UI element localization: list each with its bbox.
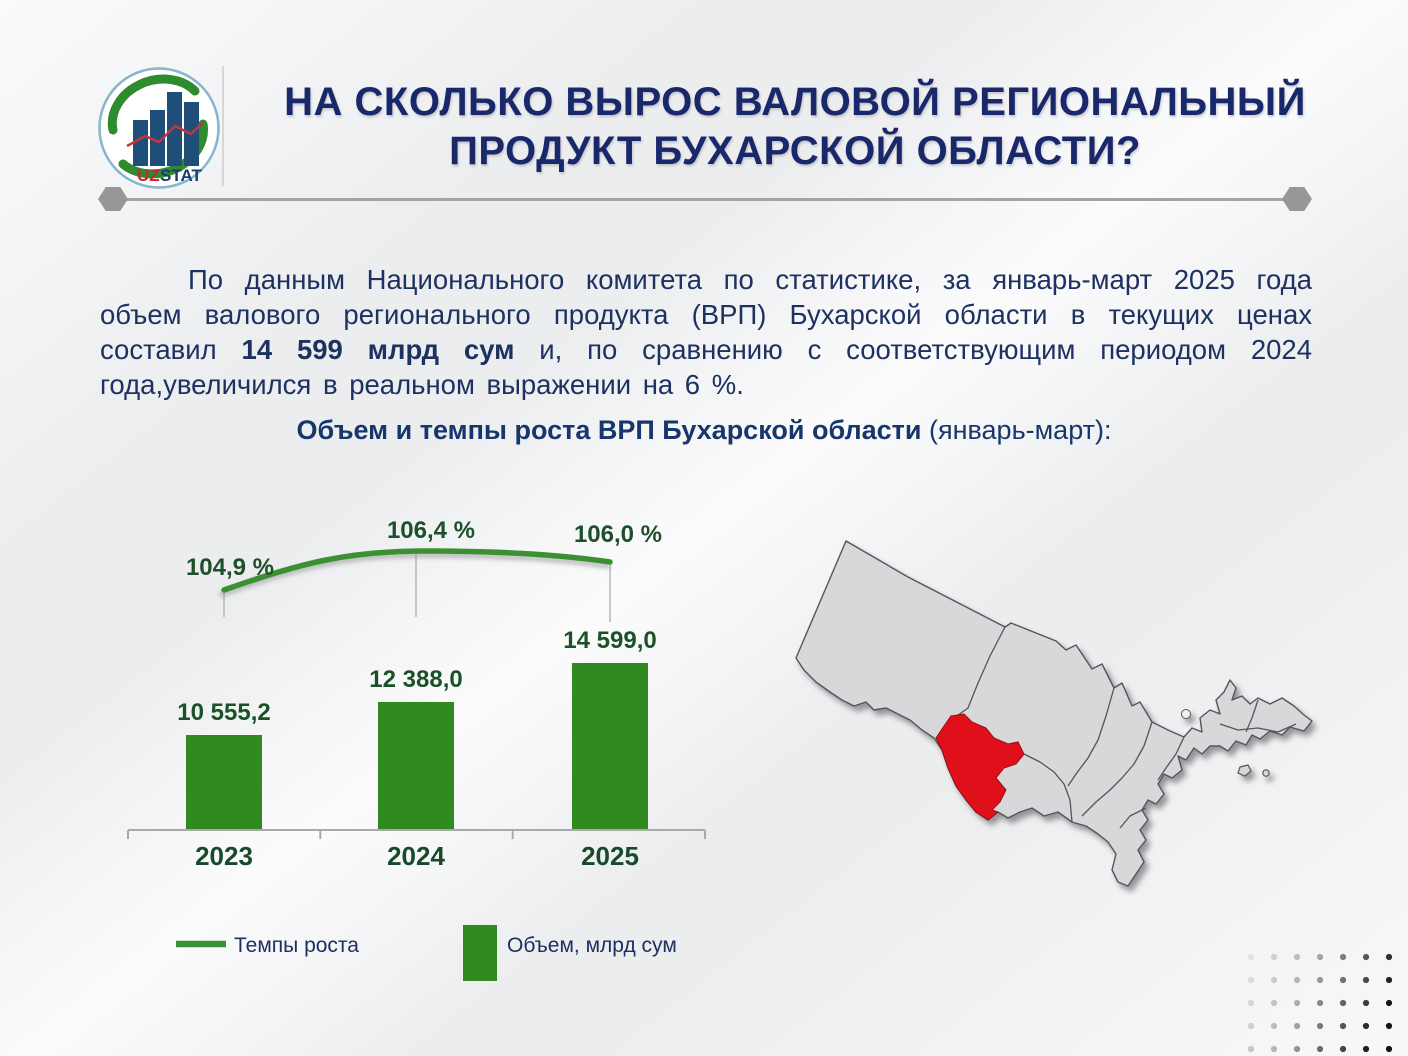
bar-2023 <box>186 735 262 830</box>
value-label-2023: 10 555,2 <box>177 699 270 726</box>
divider-hexagon-right-icon <box>1282 187 1312 211</box>
intro-text-part2: и, по сравнению с соответствующим период… <box>100 333 1313 401</box>
country-shape <box>795 540 1313 887</box>
bar-2025 <box>572 663 648 830</box>
title-line-2: ПРОДУКТ БУХАРСКОЙ ОБЛАСТИ? <box>449 128 1141 173</box>
growth-line-series <box>221 548 613 593</box>
header-vertical-divider <box>222 66 224 186</box>
growth-label-2025: 106,0 % <box>574 521 662 548</box>
dots-pattern-icon <box>1240 946 1400 1054</box>
line-drop-lines <box>223 554 611 622</box>
growth-label-2023: 104,9 % <box>186 554 274 581</box>
legend-line-label: Темпы роста <box>234 934 359 957</box>
chart-title-regular: (январь-март): <box>921 415 1112 445</box>
divider-hexagon-left-icon <box>98 187 128 211</box>
tashkent-city-hole <box>1181 709 1191 719</box>
map-group <box>795 540 1313 887</box>
bar-2024 <box>378 702 454 830</box>
intro-paragraph: По данным Национального комитета по стат… <box>100 262 1312 403</box>
uzbekistan-map <box>795 540 1313 887</box>
intro-text-part1: По данным Национального комитета по стат… <box>100 263 1312 365</box>
bar-series <box>186 663 648 830</box>
value-label-2025: 14 599,0 <box>563 627 656 654</box>
page-title: НА СКОЛЬКО ВЫРОС ВАЛОВОЙ РЕГИОНАЛЬНЫЙ ПР… <box>240 78 1350 176</box>
logo-trend-line-icon <box>126 121 204 148</box>
value-label-2024: 12 388,0 <box>369 666 462 693</box>
map-exclave-1 <box>1237 764 1252 777</box>
intro-bold-value: 14 599 млрд сум <box>241 333 515 365</box>
logo-swoosh-bottom-icon <box>118 119 208 179</box>
chart-legend: Темпы роста Объем, млрд сум <box>176 925 677 981</box>
chart-title-bold: Объем и темпы роста ВРП Бухарской област… <box>296 415 922 445</box>
logo-text-uz: UZ <box>137 166 160 185</box>
growth-label-2024: 106,4 % <box>387 517 475 544</box>
logo-text-stat: STAT <box>160 166 202 185</box>
combo-chart: 104,9 % 106,4 % 106,0 % 10 555,2 12 388,… <box>127 517 706 981</box>
title-line-1: НА СКОЛЬКО ВЫРОС ВАЛОВОЙ РЕГИОНАЛЬНЫЙ <box>284 80 1306 124</box>
year-label-2024: 2024 <box>387 841 445 871</box>
chart-section-title: Объем и темпы роста ВРП Бухарской област… <box>0 415 1408 446</box>
map-exclave-2 <box>1262 769 1270 777</box>
year-label-2023: 2023 <box>195 841 253 871</box>
uzstat-logo: UZ STAT <box>97 66 221 190</box>
region-borders <box>953 626 1297 829</box>
logo-graphic: UZ STAT <box>98 67 220 189</box>
x-axis <box>127 829 706 839</box>
year-label-2025: 2025 <box>581 841 639 871</box>
legend-bar-label: Объем, млрд сум <box>507 934 677 957</box>
bukhara-region-highlight <box>935 713 1025 821</box>
logo-swoosh-top-icon <box>107 74 200 135</box>
legend-bar-swatch <box>463 925 497 981</box>
section-divider <box>120 198 1297 201</box>
